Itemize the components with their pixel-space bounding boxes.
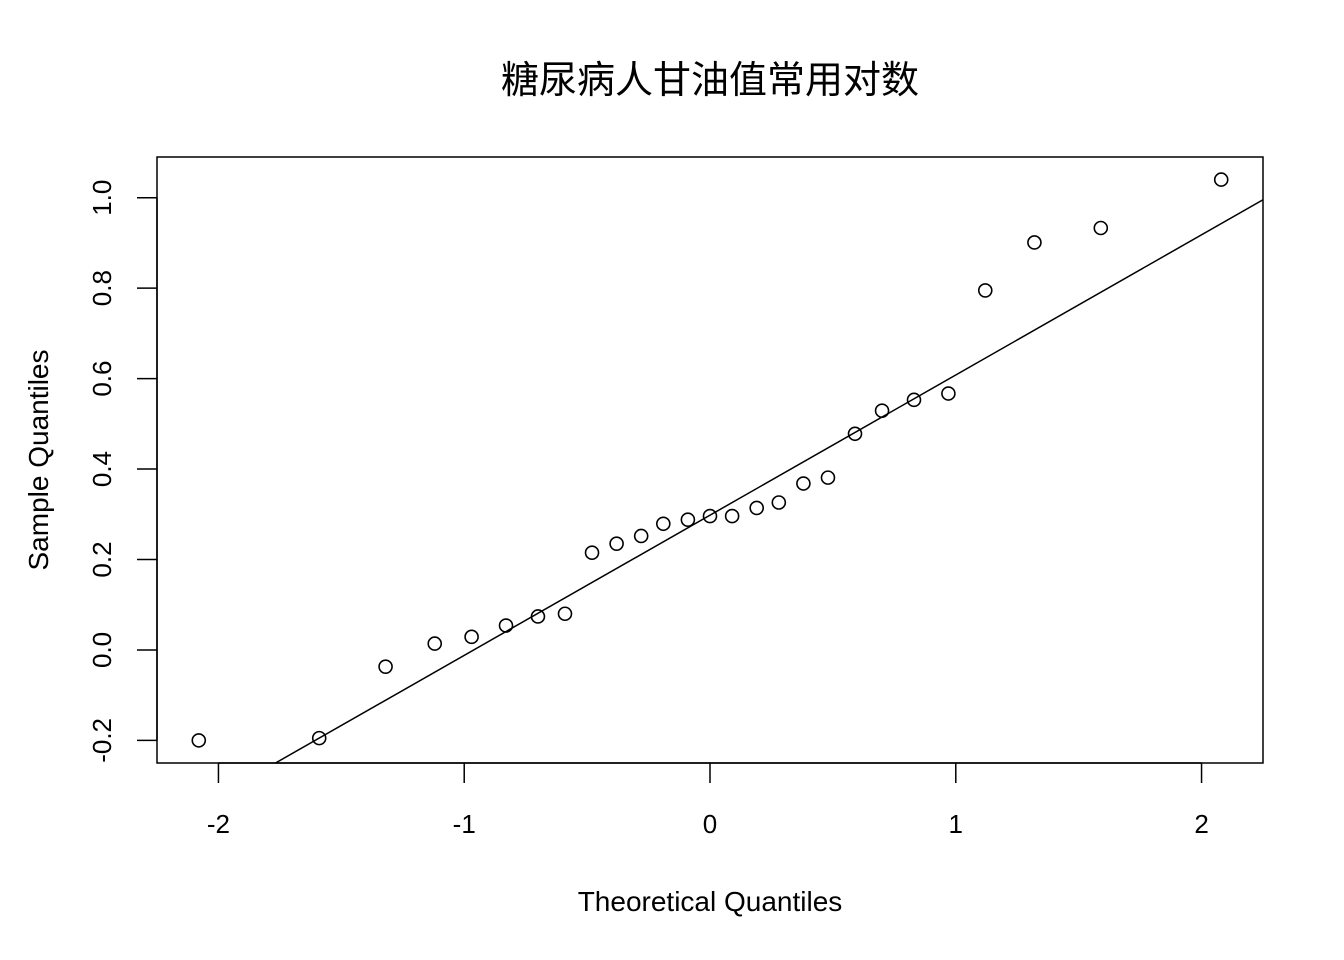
data-point <box>906 392 922 408</box>
data-point <box>941 386 956 401</box>
data-point <box>724 508 740 524</box>
y-tick-label: 0.8 <box>87 270 117 306</box>
x-tick-label: 1 <box>949 809 963 839</box>
data-point <box>977 283 993 298</box>
data-point <box>702 508 718 524</box>
data-point <box>464 629 479 645</box>
data-point <box>584 545 600 561</box>
y-axis-label: Sample Quantiles <box>23 349 54 570</box>
data-point <box>427 636 443 651</box>
data-point <box>749 500 764 516</box>
y-tick-label: 1.0 <box>87 180 117 216</box>
data-point <box>633 528 649 544</box>
data-point <box>820 470 836 485</box>
data-point <box>1213 172 1229 187</box>
x-axis-label: Theoretical Quantiles <box>578 886 843 917</box>
y-tick-label: 0.6 <box>87 361 117 397</box>
data-point <box>1093 220 1109 236</box>
data-point <box>191 733 207 748</box>
x-tick-label: -1 <box>453 809 476 839</box>
x-tick-label: 0 <box>703 809 717 839</box>
data-point <box>557 606 573 622</box>
y-tick-label: -0.2 <box>87 718 117 763</box>
data-point <box>796 476 811 491</box>
y-axis: -0.2 0.0 0.2 0.4 0.6 0.8 1.0 <box>87 180 158 763</box>
data-point <box>1027 235 1042 250</box>
data-point <box>311 730 327 746</box>
data-point <box>680 512 696 527</box>
reference-line-group <box>274 199 1263 763</box>
y-tick-label: 0.0 <box>87 632 117 668</box>
x-tick-label: -2 <box>207 809 230 839</box>
y-tick-label: 0.2 <box>87 541 117 577</box>
data-point <box>498 618 514 633</box>
data-point <box>656 516 671 532</box>
data-point <box>874 403 890 419</box>
y-tick-label: 0.4 <box>87 451 117 487</box>
chart-title: 糖尿病人甘油值常用对数 <box>501 58 919 102</box>
data-point <box>609 536 624 551</box>
data-point <box>530 609 546 624</box>
data-point <box>847 426 863 442</box>
x-axis: -2 -1 0 1 2 <box>207 762 1209 839</box>
x-tick-label: 2 <box>1194 809 1208 839</box>
data-points <box>191 172 1229 748</box>
data-point <box>378 659 393 674</box>
data-point <box>771 495 787 510</box>
reference-line <box>274 199 1263 763</box>
plot-frame <box>156 156 1264 764</box>
